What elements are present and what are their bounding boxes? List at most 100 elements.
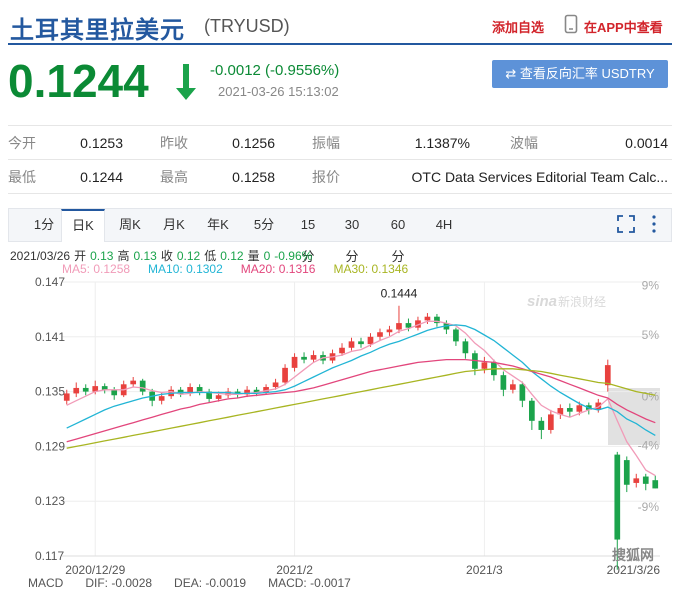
candle-body (642, 476, 649, 484)
candle-body (348, 341, 355, 348)
y-tick-label: 0.117 (35, 549, 64, 563)
period-tab[interactable]: 4H (435, 217, 453, 232)
stats-row: 最低 0.1244 最高 0.1258 报价 OTC Data Services… (8, 159, 672, 194)
candle-body (130, 380, 137, 385)
candle-body (519, 384, 526, 401)
candle-body (158, 396, 165, 401)
period-tab[interactable]: 月K (163, 217, 185, 232)
candle-body (614, 454, 621, 540)
candle-body (272, 382, 279, 388)
info-label: 量 (247, 249, 260, 263)
y-tick-label: 0.123 (35, 494, 65, 508)
period-tab[interactable]: 15分 (300, 217, 316, 264)
macd-legend: MACD DIF: -0.0028 DEA: -0.0019 MACD: -0.001… (28, 576, 351, 590)
y-tick-label: 0.147 (35, 275, 65, 289)
y2-tick-label: 0% (642, 389, 660, 403)
phone-icon (564, 14, 578, 34)
legend-entry: MA10: 0.1302 (148, 262, 223, 276)
candle-body (481, 362, 488, 369)
down-arrow (176, 64, 196, 100)
candle-body (595, 402, 602, 410)
peak-label: 0.1444 (381, 287, 418, 301)
add-watch-link[interactable]: 添加自选 (492, 20, 545, 35)
info-label: 收 (160, 249, 173, 263)
candle-body (633, 478, 640, 483)
info-value: 0.13 (133, 249, 157, 263)
candle-body (377, 332, 383, 337)
y-tick-label: 0.141 (35, 330, 65, 344)
app-view-link[interactable]: 在APP中查看 (584, 20, 663, 35)
stat-value: 0.0014 (625, 134, 668, 151)
highlight-box (608, 388, 660, 445)
header-rule (8, 43, 672, 45)
x-tick-label: 2020/12/29 (65, 563, 125, 577)
candle-body (566, 408, 573, 412)
y2-tick-label: -9% (638, 500, 660, 514)
period-tab[interactable]: 60分 (390, 217, 406, 264)
info-value: 0 (263, 249, 271, 263)
swap-icon: ⇄ (505, 66, 520, 81)
candle-body (538, 420, 545, 430)
info-date: 2021/03/26 (10, 249, 71, 263)
period-tab[interactable]: 年K (207, 217, 229, 232)
period-tab[interactable]: 1分 (33, 217, 55, 232)
candle-body (73, 387, 80, 394)
x-tick-label: 2021/3 (466, 563, 503, 577)
stat-label: 最高 (160, 168, 188, 185)
stat-label: 最低 (8, 168, 36, 185)
candle-body (339, 347, 345, 354)
candle-body (301, 356, 307, 360)
candle-body (253, 389, 260, 393)
stat-label: 波幅 (510, 134, 538, 151)
stat-value: 0.1253 (80, 134, 123, 151)
info-label: 高 (117, 249, 130, 263)
candle-body (63, 393, 70, 401)
candle-body (358, 341, 364, 345)
candle-body (310, 355, 317, 360)
source-watermark: 搜狐网 (612, 547, 654, 563)
y2-tick-label: 5% (642, 328, 660, 342)
ma-line (66, 320, 656, 477)
candle-body (424, 316, 431, 321)
info-value: 0.12 (220, 249, 244, 263)
candle-body (396, 323, 402, 330)
button-label: 查看反向汇率 USDTRY (519, 66, 655, 81)
reverse-rate-button[interactable]: ⇄ 查看反向汇率 USDTRY (492, 60, 668, 88)
stat-label: 今开 (8, 134, 36, 151)
candle-body (623, 460, 630, 485)
candle-body (386, 329, 393, 333)
ma-line (66, 368, 656, 449)
y-tick-label: 0.135 (35, 385, 65, 399)
stats-table: 今开 0.1253 昨收 0.1256 振幅 1.1387% 波幅 0.0014… (8, 125, 672, 194)
period-tab[interactable]: 5分 (253, 217, 275, 232)
stat-value: 0.1258 (232, 168, 275, 185)
candle-body (263, 387, 269, 393)
ma-legend: MA5: 0.1258 MA10: 0.1302 MA20: 0.1316 MA30:… (62, 262, 408, 276)
macd-item: MACD (28, 576, 64, 590)
candle-body (547, 414, 554, 430)
candle-body (111, 389, 118, 396)
candle-body (177, 389, 184, 394)
info-value: 0.12 (176, 249, 201, 263)
candle-body (139, 380, 146, 392)
candle-body (244, 389, 250, 395)
price: 0.1244 (8, 55, 149, 107)
candle-body (225, 391, 231, 396)
candle-body (604, 365, 611, 386)
stats-row: 今开 0.1253 昨收 0.1256 振幅 1.1387% 波幅 0.0014 (8, 125, 672, 160)
stat-value: 0.1244 (80, 168, 123, 185)
period-tab[interactable]: 30分 (344, 217, 360, 264)
candle-body (453, 329, 459, 342)
y-tick-label: 0.129 (35, 439, 65, 453)
candle-body (291, 356, 298, 368)
legend-entry: MA20: 0.1316 (240, 262, 316, 276)
candle-body (510, 384, 516, 390)
candle-body (215, 395, 222, 399)
candle-body (82, 387, 89, 392)
candle-body (434, 316, 440, 324)
period-tab[interactable]: 日K (61, 209, 105, 242)
ohlc-info: 2021/03/26 开 0.13 高 0.13 收 0.12 低 0.12 量 0 -0.96% (10, 247, 316, 264)
period-tab[interactable]: 周K (119, 217, 141, 232)
candle-body (282, 367, 288, 383)
toolbar-icons[interactable] (616, 214, 666, 234)
